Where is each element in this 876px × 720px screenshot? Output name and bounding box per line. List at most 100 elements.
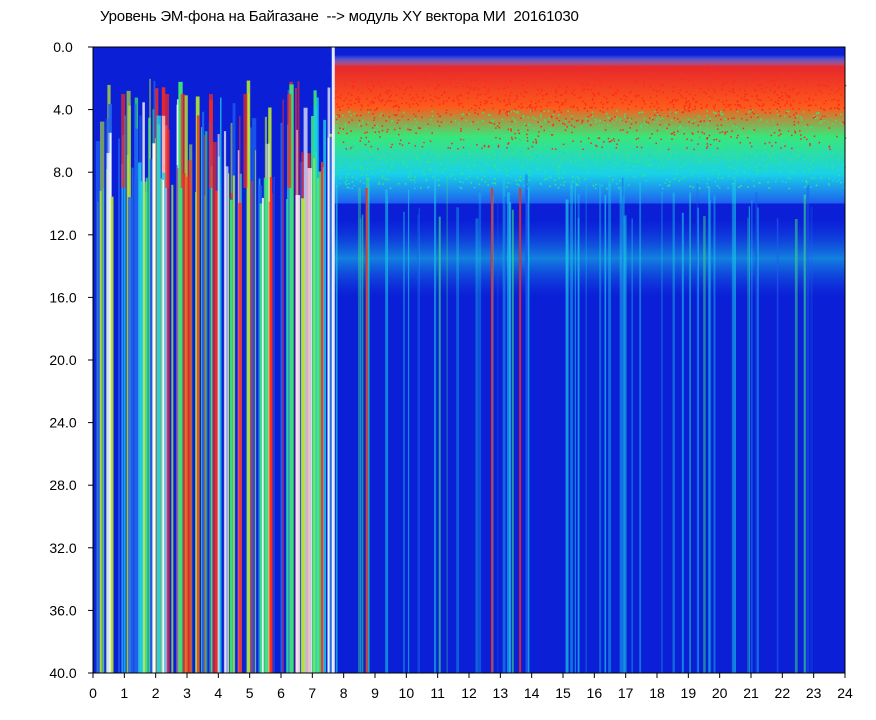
noise-dot <box>613 102 616 105</box>
noise-dot <box>391 143 393 146</box>
noise-dot <box>535 71 538 74</box>
noise-dot <box>645 120 648 123</box>
noise-dot <box>706 123 709 125</box>
noise-dot <box>840 113 842 116</box>
noise-dot <box>477 128 480 131</box>
noise-dot <box>789 115 791 118</box>
noise-dot <box>809 144 811 147</box>
noise-dot <box>683 107 686 109</box>
noise-dot <box>792 100 795 102</box>
noise-dot <box>470 122 473 125</box>
noise-dot <box>829 148 831 151</box>
noise-dot <box>603 70 606 72</box>
noise-dot <box>452 76 454 78</box>
noise-dot <box>517 160 520 162</box>
noise-dot <box>415 115 417 118</box>
noise-dot <box>418 110 420 112</box>
noise-dot <box>641 124 643 126</box>
noise-dot <box>716 138 719 140</box>
noise-dot <box>438 184 440 187</box>
noise-dot <box>599 120 601 122</box>
noise-dot <box>805 75 808 77</box>
noise-dot <box>456 96 458 99</box>
noise-dot <box>833 177 836 180</box>
noise-dot <box>770 134 773 137</box>
noise-dot <box>707 158 710 161</box>
noise-dot <box>460 187 463 190</box>
noise-dot <box>685 135 687 138</box>
noise-dot <box>720 145 723 148</box>
streak <box>577 193 580 674</box>
noise-dot <box>791 134 793 137</box>
noise-dot <box>431 110 434 113</box>
noise-dot <box>388 90 391 93</box>
noise-dot <box>789 89 791 91</box>
noise-dot <box>797 155 800 157</box>
noise-dot <box>722 134 724 136</box>
noise-dot <box>495 153 498 155</box>
streak <box>733 173 736 673</box>
noise-dot <box>561 94 563 96</box>
noise-dot <box>668 184 671 187</box>
noise-dot <box>367 140 370 143</box>
noise-dot <box>492 119 495 122</box>
x-tick-label: 12 <box>461 685 477 701</box>
noise-dot <box>440 121 443 124</box>
noise-dot <box>484 99 486 102</box>
noise-dot <box>672 90 674 93</box>
noise-dot <box>645 127 647 129</box>
noise-dot <box>407 128 409 131</box>
noise-dot <box>358 101 361 103</box>
noise-dot <box>509 164 512 167</box>
noise-dot <box>767 181 769 184</box>
noise-dot <box>596 153 598 156</box>
noise-dot <box>815 112 818 115</box>
noise-dot <box>666 96 669 99</box>
noise-dot <box>777 99 779 102</box>
noise-dot <box>616 150 618 153</box>
noise-dot <box>732 182 734 185</box>
noise-dot <box>770 98 773 101</box>
noise-dot <box>522 68 524 71</box>
noise-dot <box>447 132 449 134</box>
noise-dot <box>402 71 405 73</box>
noise-dot <box>526 133 528 136</box>
noise-dot <box>784 115 786 117</box>
noise-dot <box>614 92 616 94</box>
noise-dot <box>494 154 496 157</box>
noise-dot <box>678 127 680 129</box>
noise-dot <box>797 156 800 158</box>
streak <box>287 124 289 673</box>
streak <box>434 174 437 673</box>
streak <box>127 197 132 673</box>
noise-dot <box>447 146 449 149</box>
noise-dot <box>686 136 689 138</box>
noise-dot <box>812 99 814 101</box>
noise-dot <box>480 178 483 181</box>
noise-dot <box>531 145 534 148</box>
noise-dot <box>737 94 739 97</box>
noise-dot <box>516 149 518 151</box>
noise-dot <box>357 136 360 139</box>
noise-dot <box>818 141 821 144</box>
noise-dot <box>796 148 798 150</box>
noise-dot <box>613 72 615 75</box>
noise-dot <box>422 142 424 145</box>
noise-dot <box>808 105 811 107</box>
streak <box>215 190 219 673</box>
noise-dot <box>776 102 779 105</box>
noise-dot <box>507 159 510 162</box>
noise-dot <box>551 72 553 74</box>
noise-dot <box>449 81 452 84</box>
noise-dot <box>800 157 802 159</box>
noise-dot <box>566 86 568 88</box>
noise-dot <box>773 145 775 148</box>
y-tick-label: 20.0 <box>49 352 76 368</box>
noise-dot <box>648 154 651 157</box>
noise-dot <box>338 145 341 147</box>
noise-dot <box>817 111 820 114</box>
noise-dot <box>528 170 531 173</box>
noise-dot <box>676 172 678 174</box>
noise-dot <box>536 154 538 156</box>
noise-dot <box>747 111 750 113</box>
